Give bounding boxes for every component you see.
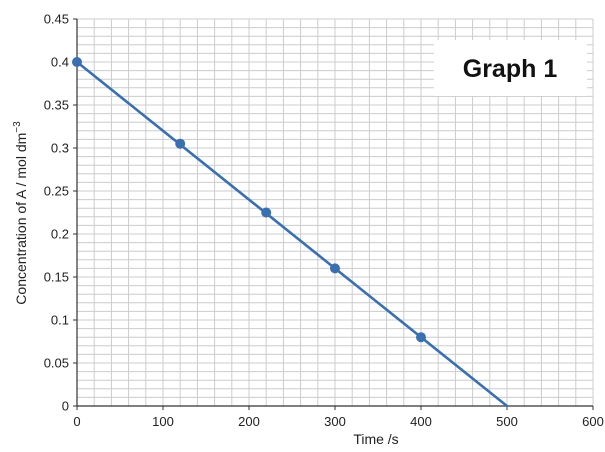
data-point bbox=[330, 263, 340, 274]
y-tick-label: 0.4 bbox=[51, 55, 69, 70]
y-tick-label: 0.45 bbox=[44, 12, 69, 27]
y-tick-label: 0.3 bbox=[51, 141, 69, 156]
y-tick-label: 0.15 bbox=[44, 270, 69, 285]
y-tick-label: 0.35 bbox=[44, 98, 69, 113]
y-axis-title-superscript: −3 bbox=[12, 121, 23, 133]
x-tick-label: 100 bbox=[152, 414, 174, 429]
trend-line bbox=[75, 60, 509, 408]
y-axis-title: Concentration of A / mol dm−3 bbox=[12, 121, 29, 305]
chart-title: Graph 1 bbox=[463, 55, 558, 83]
x-tick-labels: 0 100 200 300 400 500 600 bbox=[73, 406, 604, 429]
y-tick-label: 0.1 bbox=[51, 313, 69, 328]
data-point bbox=[416, 332, 426, 343]
x-axis-title: Time /s bbox=[353, 431, 398, 447]
y-tick-label: 0.05 bbox=[44, 356, 69, 371]
title-box bbox=[434, 40, 587, 96]
data-point bbox=[261, 207, 272, 218]
y-tick-labels: 0 0.05 0.1 0.15 0.2 0.25 0.3 0.35 0.4 0.45 bbox=[44, 12, 77, 414]
series bbox=[72, 57, 509, 408]
x-tick-label: 400 bbox=[410, 414, 432, 429]
x-tick-label: 200 bbox=[238, 414, 260, 429]
x-tick-label: 500 bbox=[496, 414, 518, 429]
x-tick-label: 0 bbox=[73, 414, 80, 429]
y-tick-label: 0.2 bbox=[51, 227, 69, 242]
data-point bbox=[72, 57, 82, 67]
x-tick-label: 300 bbox=[324, 414, 346, 429]
y-tick-label: 0.25 bbox=[44, 184, 69, 199]
x-tick-label: 600 bbox=[582, 414, 604, 429]
y-tick-label: 0 bbox=[62, 399, 69, 414]
y-axis-title-main: Concentration of A / mol dm bbox=[13, 133, 29, 305]
data-point bbox=[175, 138, 186, 149]
